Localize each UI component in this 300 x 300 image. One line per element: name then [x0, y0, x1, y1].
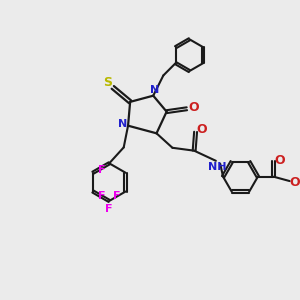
Text: F: F	[106, 204, 113, 214]
Text: S: S	[103, 76, 112, 89]
Text: N: N	[150, 85, 159, 95]
Text: O: O	[188, 101, 199, 114]
Text: O: O	[290, 176, 300, 189]
Text: N: N	[118, 119, 128, 129]
Text: O: O	[275, 154, 285, 167]
Text: F: F	[98, 165, 105, 175]
Text: O: O	[196, 123, 207, 136]
Text: F: F	[113, 191, 121, 201]
Text: NH: NH	[208, 162, 226, 172]
Text: F: F	[98, 191, 105, 201]
